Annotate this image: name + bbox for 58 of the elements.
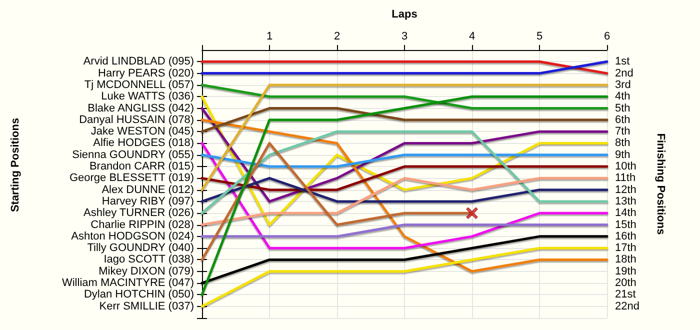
y-tick-label: 10th (615, 160, 636, 173)
category-label: Harry PEARS (020) (98, 67, 194, 80)
y-tick-label: 6th (615, 114, 630, 126)
y-tick-label: 18th (615, 254, 636, 266)
y-tick-label: 16th (615, 230, 636, 242)
y-tick-label: 15th (615, 218, 636, 231)
text: Starting Positions (10, 118, 22, 212)
x-tick-label: 5 (536, 30, 543, 42)
line-series (200, 130, 608, 214)
x-tick-label: 4 (468, 30, 476, 42)
y-tick-label: 2nd (615, 67, 634, 80)
category-label: Harvey RIBY (097) (102, 195, 194, 208)
y-tick-label: 5th (615, 102, 630, 114)
category-label: Tj MCDONNELL (057) (84, 78, 194, 91)
y-tick-label: 7th (615, 126, 630, 138)
category-label: Danyal HUSSAIN (078) (79, 114, 194, 126)
line-series (200, 142, 608, 250)
category-label: George BLESSETT (019) (69, 172, 194, 184)
x-tick-label: 1 (266, 30, 273, 42)
y-tick-label: 13th (615, 195, 636, 208)
category-label: Mikey DIXON (079) (98, 265, 194, 278)
y-tick-label: 8th (615, 137, 630, 150)
y-axis-title: Finishing Positions (654, 133, 666, 235)
category-label: Brandon CARR (015) (89, 160, 194, 173)
line-series (200, 176, 608, 226)
y-tick-label: 3rd (615, 78, 631, 91)
y-tick-label: 17th (615, 242, 636, 254)
category-label: Arvid LINDBLAD (095) (83, 56, 194, 68)
category-label: Jake WESTON (045) (90, 126, 194, 138)
category-label: Kerr SMILLIE (037) (99, 300, 194, 312)
x-tick-label: 3 (401, 30, 408, 42)
y-tick-label: 22nd (615, 300, 640, 312)
y-tick-label: 14th (615, 207, 636, 220)
category-label: Iago SCOTT (038) (104, 254, 194, 266)
category-label: Ashley TURNER (026) (84, 207, 194, 220)
x-axis-title: Laps (392, 8, 418, 20)
category-label: Tilly GOUNDRY (040) (87, 242, 194, 254)
line-series (200, 246, 608, 308)
y-tick-label: 1st (615, 56, 630, 68)
y-tick-label: 12th (615, 184, 636, 196)
y-tick-label: 20th (615, 277, 636, 290)
category-label: Sienna GOUNDRY (055) (72, 148, 194, 161)
category-label: Alfie HODGES (018) (93, 137, 194, 150)
category-label: Luke WATTS (036) (101, 90, 194, 103)
category-label: Alex DUNNE (012) (102, 184, 194, 196)
category-label: Ashton HODGSON (024) (71, 230, 194, 242)
category-label: William MACINTYRE (047) (62, 277, 194, 290)
y-tick-label: 19th (615, 265, 636, 278)
y-tick-label: 21st (615, 288, 636, 301)
y-tick-label: 4th (615, 90, 630, 103)
y-tick-label: 11th (615, 172, 636, 184)
y-tick-label: 9th (615, 148, 630, 161)
category-label: Charlie RIPPIN (028) (90, 218, 194, 231)
x-tick-label: 6 (604, 30, 610, 42)
category-label: Dylan HOTCHIN (050) (84, 288, 194, 301)
line-series (200, 118, 608, 273)
category-label: Blake ANGLISS (042) (88, 102, 194, 114)
x-tick-label: 2 (334, 30, 340, 42)
